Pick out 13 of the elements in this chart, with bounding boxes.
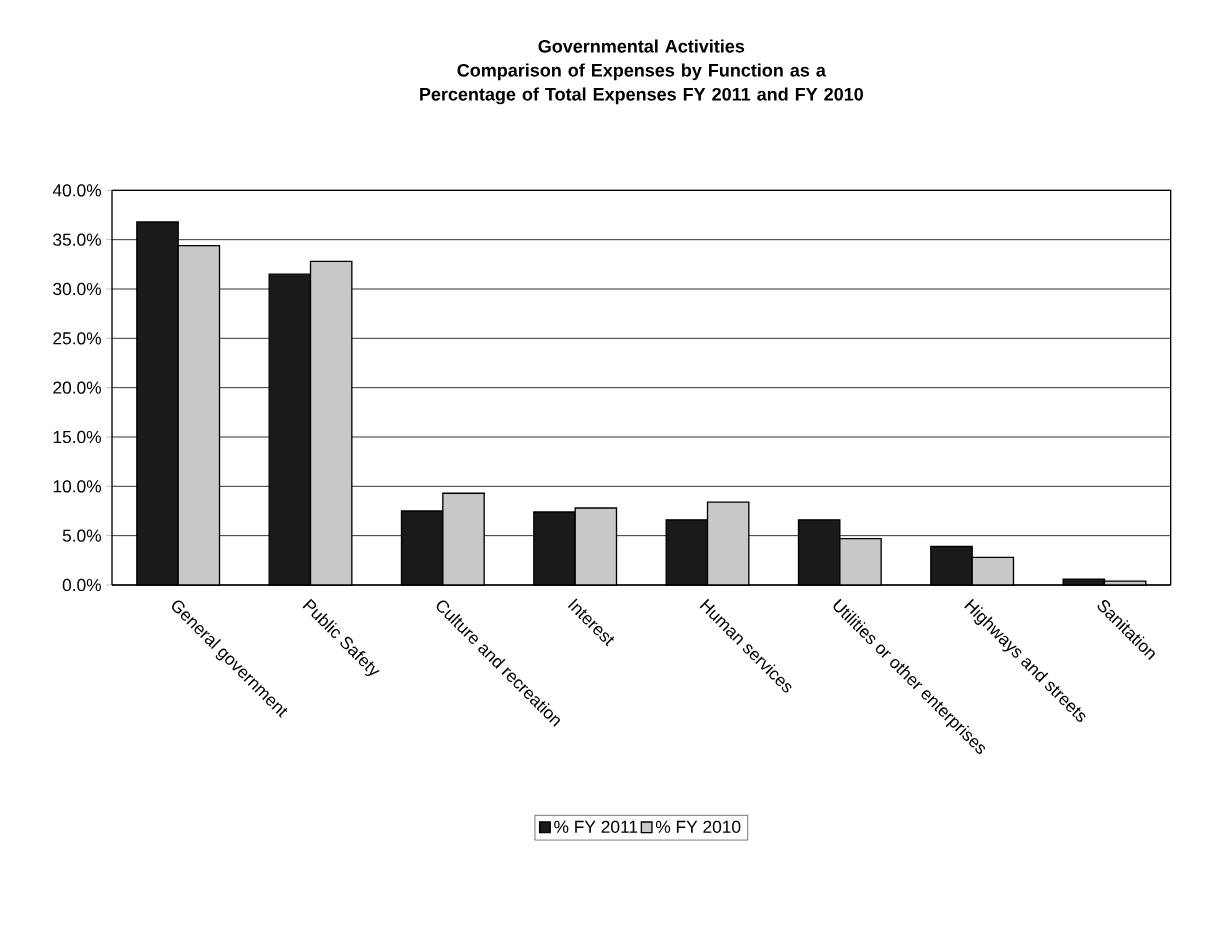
y-tick-label: 25.0% [53, 332, 101, 345]
y-tick-label: 40.0% [52, 184, 101, 197]
legend-label: % FY 2011 [554, 820, 638, 833]
y-tick-label: 30.0% [53, 282, 101, 296]
y-tick-label: 15.0% [53, 430, 101, 444]
y-tick-label: 0.0% [62, 578, 101, 592]
legend-label: % FY 2010 [655, 820, 741, 833]
y-tick-label: 5.0% [62, 529, 101, 542]
chart-subtitle: Comparison of Expenses by Function as a Percentage of Total Expenses FY 2011 and FY 2010 [420, 63, 863, 105]
y-tick-label: 10.0% [53, 480, 101, 493]
y-tick-label: 35.0% [53, 233, 101, 246]
y-tick-label: 20.0% [53, 381, 101, 394]
chart-title: Governmental Activities [538, 39, 745, 53]
